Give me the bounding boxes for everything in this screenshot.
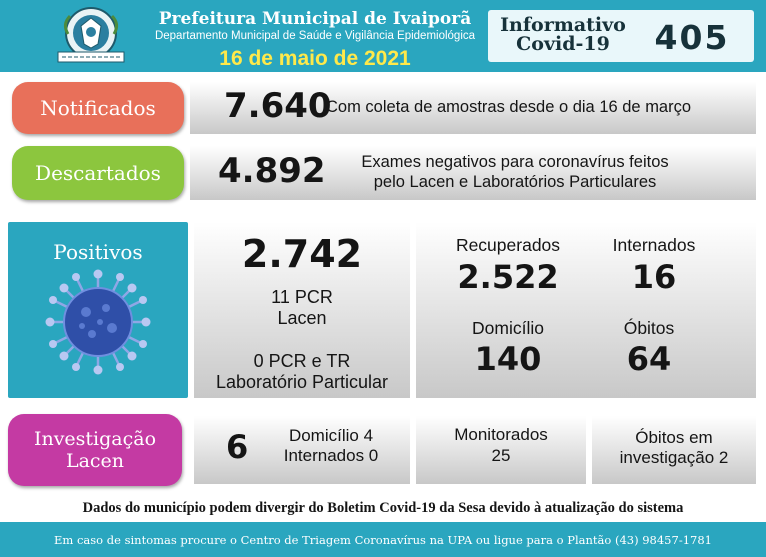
descartados-value: 4.892 [218, 151, 326, 191]
obitos-investigacao-line2: investigação 2 [619, 448, 729, 467]
coronavirus-icon [45, 269, 151, 375]
monitorados-panel [416, 416, 586, 484]
org-title: Prefeitura Municipal de Ivaiporã [158, 9, 472, 29]
informativo-label: Informativo Covid-19 [500, 14, 626, 55]
descartados-panel [190, 146, 756, 200]
footer-bar: Em caso de sintomas procure o Centro de … [0, 522, 766, 557]
descartados-label: Descartados [12, 146, 184, 200]
positivos-lacen-line1: 11 PCR [271, 287, 333, 307]
notificados-panel [190, 82, 756, 134]
bulletin-date: 16 de maio de 2021 [219, 47, 411, 70]
descartados-description-line1: Exames negativos para coronavírus feitos [361, 153, 669, 171]
positivos-total-panel [194, 222, 410, 398]
obitos-value: 64 [626, 340, 672, 378]
domicilio-value: 140 [474, 340, 542, 378]
investigacao-label: Investigação Lacen [8, 414, 182, 486]
informativo-box: Informativo Covid-19 405 [488, 10, 754, 62]
positivos-breakdown-panel [416, 222, 756, 398]
positivos-particular-line1: 0 PCR e TR [253, 351, 351, 371]
investigacao-label-line1: Investigação [33, 428, 157, 450]
notificados-description: Com coleta de amostras desde o dia 16 de… [326, 98, 692, 116]
investigacao-label-line2: Lacen [65, 450, 125, 472]
municipal-seal-icon [57, 7, 125, 63]
investigacao-panel [194, 416, 410, 484]
monitorados-value: 25 [491, 446, 511, 465]
investigacao-internados: Internados 0 [283, 446, 379, 465]
footer-contact: Em caso de sintomas procure o Centro de … [54, 532, 712, 547]
positivos-label: Positivos [53, 240, 143, 264]
internados-label: Internados [612, 235, 696, 255]
monitorados-label: Monitorados [454, 425, 548, 444]
notificados-label: Notificados [12, 82, 184, 134]
notificados-value: 7.640 [224, 86, 332, 126]
domicilio-label: Domicílio [472, 318, 544, 338]
footer-disclaimer: Dados do município podem divergir do Bol… [82, 500, 684, 516]
header-bar: Prefeitura Municipal de Ivaiporã Departa… [0, 0, 766, 72]
obitos-investigacao-line1: Óbitos em [635, 428, 713, 447]
positivos-value: 2.742 [241, 232, 363, 276]
descartados-description-line2: pelo Lacen e Laboratórios Particulares [373, 173, 657, 191]
positivos-lacen-line2: Lacen [277, 308, 327, 328]
obitos-investigacao-panel [592, 416, 756, 484]
recuperados-label: Recuperados [455, 235, 561, 255]
obitos-label: Óbitos [623, 318, 675, 338]
investigacao-value: 6 [226, 428, 249, 466]
recuperados-value: 2.522 [457, 258, 559, 296]
investigacao-domicilio: Domicílio 4 [288, 426, 374, 445]
org-subtitle: Departamento Municipal de Saúde e Vigilâ… [154, 30, 476, 42]
positivos-particular-line2: Laboratório Particular [215, 372, 389, 392]
informativo-number: 405 [654, 18, 730, 57]
internados-value: 16 [631, 258, 677, 296]
